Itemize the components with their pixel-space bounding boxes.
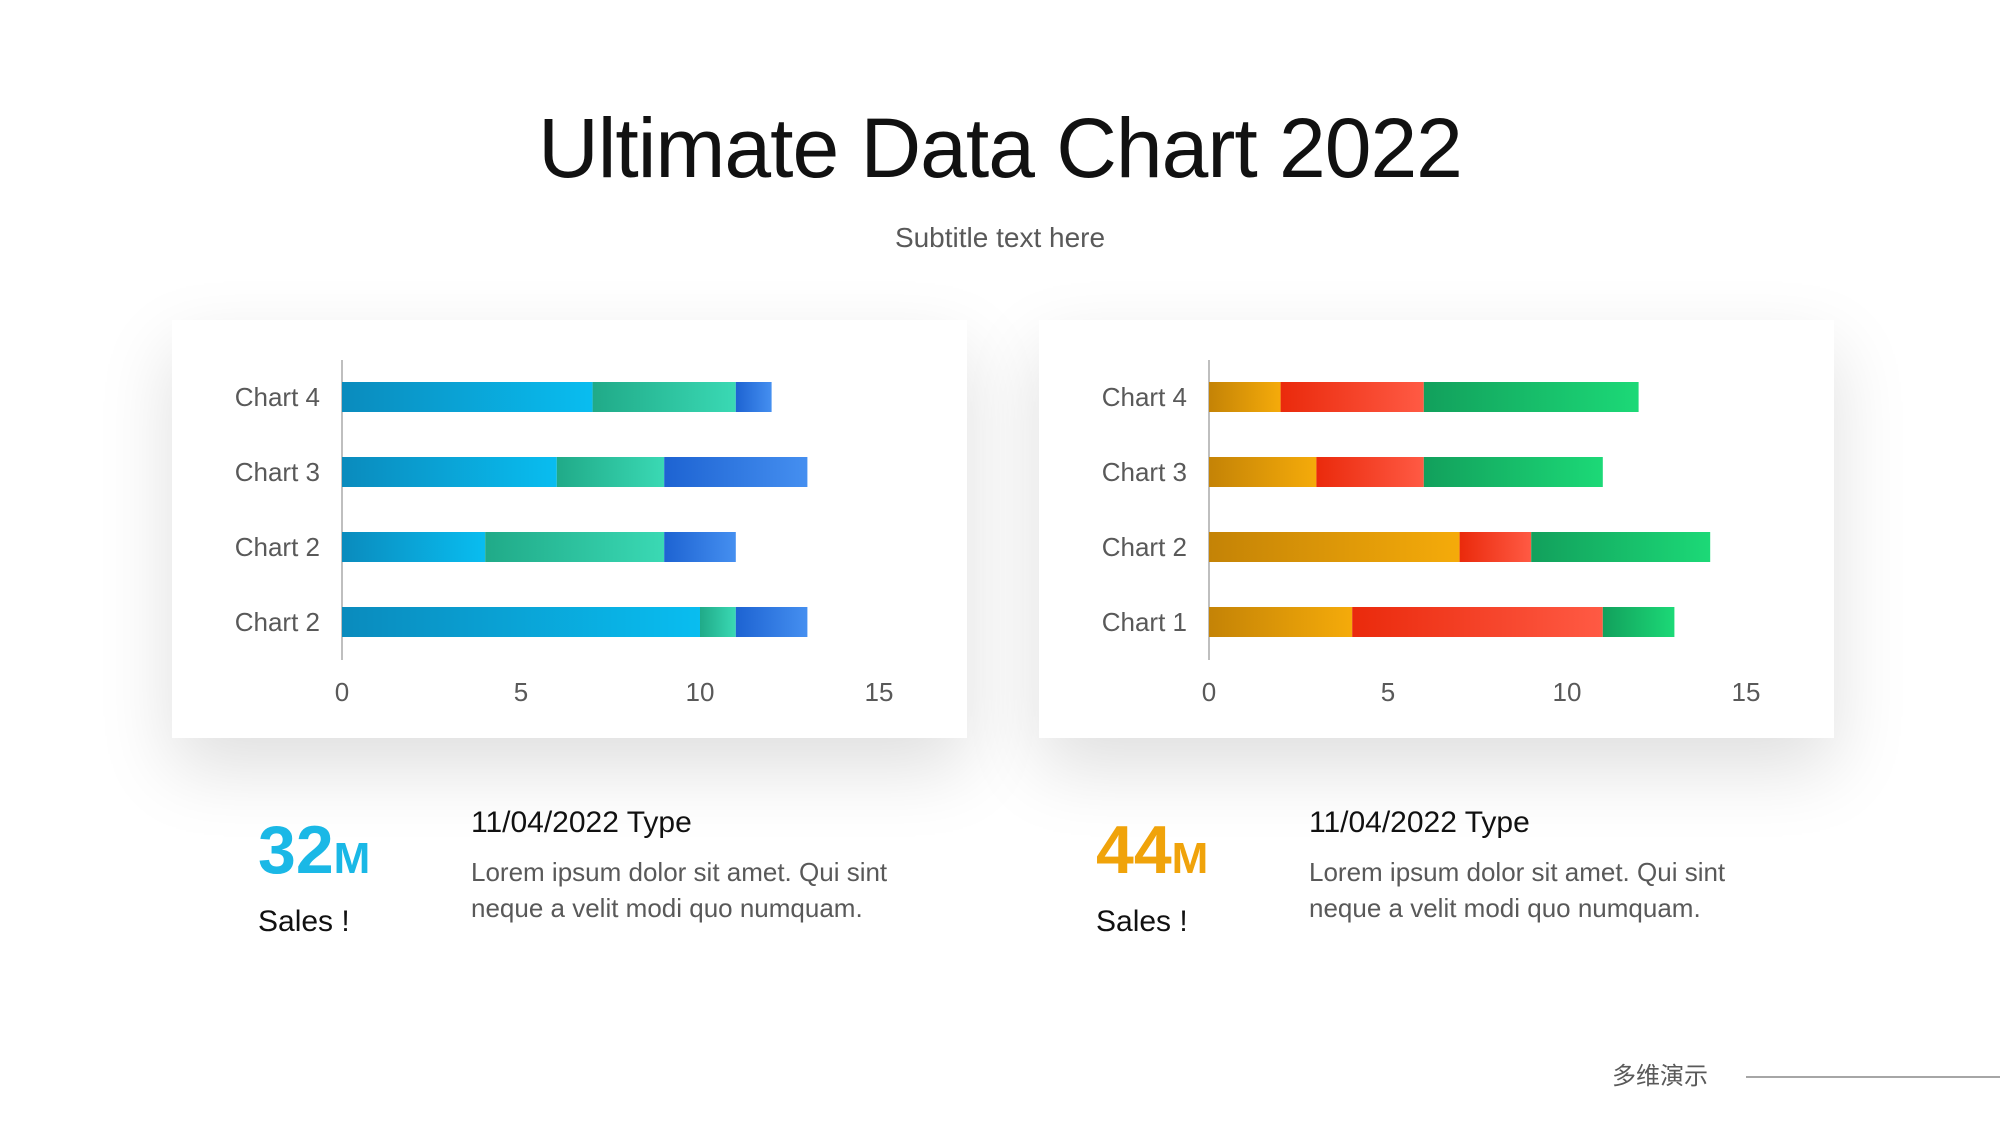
bar-segment (1209, 607, 1352, 637)
bar-segment (342, 607, 700, 637)
chart-card-right: Chart 4 Chart 3 Chart 2 Chart 1 0 5 10 15 (1039, 320, 1834, 738)
bar-segment (700, 607, 736, 637)
x-tick-label: 5 (1381, 677, 1395, 707)
bar-segment (1316, 457, 1423, 487)
bar-segment (342, 382, 593, 412)
footer-divider (1746, 1076, 2000, 1078)
x-tick-label: 15 (1732, 677, 1761, 707)
stat-description-left: 11/04/2022 Type Lorem ipsum dolor sit am… (471, 802, 951, 926)
bar-segment (342, 532, 485, 562)
bar-segment (736, 382, 772, 412)
category-label: Chart 2 (235, 607, 320, 637)
category-label: Chart 2 (1102, 532, 1187, 562)
bar-segment (1209, 457, 1316, 487)
stat-description-right: 11/04/2022 Type Lorem ipsum dolor sit am… (1309, 802, 1789, 926)
bar-segment (485, 532, 664, 562)
stat-number: 32 (258, 812, 334, 888)
stat-number: 44 (1096, 812, 1172, 888)
stat-unit: M (1172, 834, 1209, 883)
stat-value: 44M (1096, 810, 1208, 899)
bar-segment (1603, 607, 1675, 637)
bar-segment (1209, 532, 1460, 562)
x-tick-label: 0 (1202, 677, 1216, 707)
chart-card-left: Chart 4 Chart 3 Chart 2 Chart 2 0 5 10 15 (172, 320, 967, 738)
category-label: Chart 4 (1102, 382, 1187, 412)
bar-segment (1281, 382, 1424, 412)
footer-brand: 多维演示 (1612, 1056, 1708, 1091)
bar-segment (1424, 382, 1639, 412)
bar-chart-left: Chart 4 Chart 3 Chart 2 Chart 2 0 5 10 15 (172, 320, 967, 738)
x-tick-label: 0 (335, 677, 349, 707)
bar-segment (664, 532, 736, 562)
bar-segment (1460, 532, 1532, 562)
category-label: Chart 1 (1102, 607, 1187, 637)
stat-block-left: 32M Sales ! (258, 810, 370, 939)
x-tick-label: 10 (1553, 677, 1582, 707)
page-subtitle: Subtitle text here (0, 222, 2000, 254)
bar-chart-right: Chart 4 Chart 3 Chart 2 Chart 1 0 5 10 15 (1039, 320, 1834, 738)
category-label: Chart 2 (235, 532, 320, 562)
stat-label: Sales ! (1096, 905, 1208, 939)
description-heading: 11/04/2022 Type (471, 802, 951, 844)
description-heading: 11/04/2022 Type (1309, 802, 1789, 844)
stat-label: Sales ! (258, 905, 370, 939)
bar-segment (664, 457, 807, 487)
x-tick-label: 5 (514, 677, 528, 707)
description-body: Lorem ipsum dolor sit amet. Qui sint neq… (471, 854, 951, 926)
bar-segment (1531, 532, 1710, 562)
x-tick-label: 10 (686, 677, 715, 707)
bar-segment (342, 457, 557, 487)
bar-segment (593, 382, 736, 412)
bar-segment (1209, 382, 1281, 412)
bar-segment (557, 457, 664, 487)
stat-block-right: 44M Sales ! (1096, 810, 1208, 939)
description-body: Lorem ipsum dolor sit amet. Qui sint neq… (1309, 854, 1789, 926)
category-label: Chart 3 (235, 457, 320, 487)
bar-segment (1352, 607, 1603, 637)
page-title: Ultimate Data Chart 2022 (0, 100, 2000, 197)
bar-segment (736, 607, 808, 637)
stat-unit: M (334, 834, 371, 883)
bar-segment (1424, 457, 1603, 487)
category-label: Chart 3 (1102, 457, 1187, 487)
x-tick-label: 15 (865, 677, 894, 707)
stat-value: 32M (258, 810, 370, 899)
category-label: Chart 4 (235, 382, 320, 412)
